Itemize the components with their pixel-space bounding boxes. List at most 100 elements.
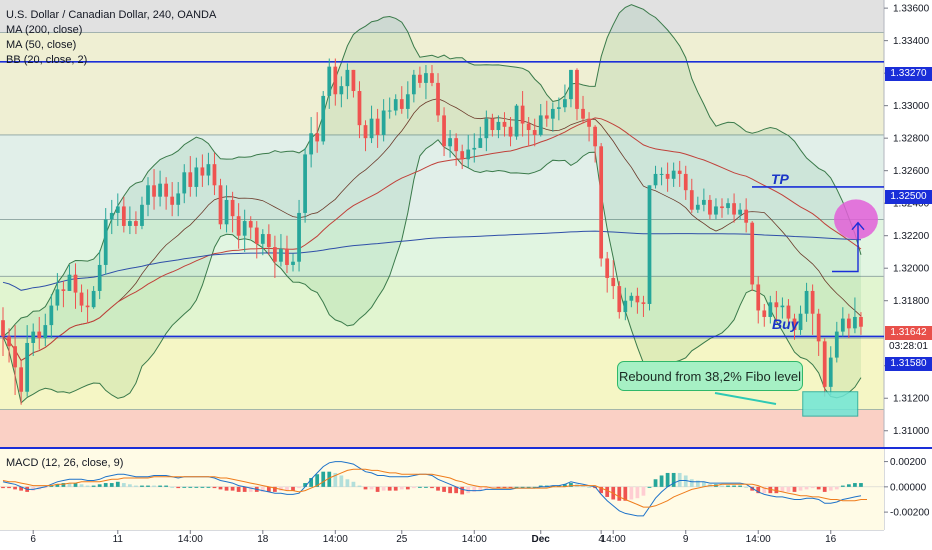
candle-body [25,342,30,392]
candle-body [19,367,23,392]
candle-body [351,69,356,92]
macd-line [2,461,862,517]
candle-body [55,289,60,306]
macd-histogram-bar [85,485,90,487]
candle-body [581,108,585,119]
macd-histogram-bar [279,486,283,491]
macd-histogram-bar [242,486,247,492]
macd-histogram-bar [756,486,761,494]
macd-histogram-bar [822,486,827,492]
macd-histogram-bar [399,486,404,490]
candle-body [466,149,471,160]
candle-body [303,154,307,213]
candle-body [230,199,235,217]
candle-body [641,302,646,304]
candle-body [291,261,295,265]
candle-body [701,199,706,205]
macd-histogram-bar [774,486,779,494]
fibo-callout: Rebound from 38,2% Fibo level [617,361,803,391]
macd-histogram-bar [810,486,815,489]
candle-body [333,66,338,95]
fib-zone [0,0,884,33]
macd-histogram-bar [351,481,356,487]
buy-label: Buy [772,316,799,332]
fib-zone [0,409,884,447]
macd-histogram-bar [91,485,96,487]
x-tick-label: 14:00 [322,534,348,545]
candle-body [345,69,350,87]
macd-histogram-bar [194,486,199,488]
macd-histogram-bar [629,486,634,500]
candle-body [375,118,380,135]
candle-body [454,138,459,152]
macd-histogram-bar [544,485,549,487]
candle-body [611,277,616,287]
candle-body [472,147,477,150]
macd-histogram-bar [424,486,428,488]
macd-histogram-bar [146,485,150,487]
macd-histogram-bar [13,486,17,490]
macd-histogram-bar [665,472,670,487]
candle-body [91,290,96,308]
macd-histogram-bar [206,486,211,488]
candle-body [635,295,640,303]
macd-histogram-bar [436,486,440,491]
y-tick-label: 1.31000 [893,426,930,437]
candle-body [514,105,519,137]
macd-histogram-bar [176,486,181,489]
macd-y-tick-label: 0.00000 [890,482,927,493]
macd-histogram-bar [381,486,386,491]
macd-histogram-bar [297,486,301,489]
macd-histogram-bar [224,486,229,491]
macd-histogram-bar [418,486,422,488]
macd-histogram-bar [357,485,362,487]
macd-histogram-bar [599,486,604,494]
x-tick-label: 6 [30,534,36,545]
macd-histogram-bar [61,483,66,487]
macd-histogram-bar [170,486,175,488]
candle-body [526,123,531,131]
macd-histogram-bar [659,475,664,487]
candle-body [1,320,5,337]
candle-body [103,219,108,265]
candle-body [750,222,755,285]
macd-histogram-bar [701,481,706,487]
target-circle [834,199,878,240]
candle-body [31,331,36,343]
candle-body [792,318,797,330]
macd-histogram-bar [309,478,314,487]
macd-histogram-bar [563,484,567,487]
macd-histogram-bar [587,486,591,488]
macd-histogram-bar [804,486,809,490]
candle-body [164,183,169,197]
candle-body [647,185,652,304]
candle-body [828,357,833,387]
macd-histogram-bar [442,486,446,492]
candle-body [544,115,549,119]
signal-line [2,468,867,508]
candle-body [254,227,259,244]
candle-body [37,331,42,339]
macd-histogram-bar [248,486,253,492]
candle-body [689,190,694,210]
macd-histogram-bar [828,486,833,491]
candle-body [200,167,205,176]
candle-body [248,221,253,228]
candle-body [67,274,72,291]
candle-body [418,74,422,83]
candle-body [363,125,368,139]
candle-body [339,86,344,95]
candle-body [442,115,446,147]
candle-body [617,286,622,313]
candle-body [599,146,604,259]
candle-body [732,203,736,215]
macd-histogram-bar [556,485,561,487]
macd-histogram-bar [744,486,749,488]
macd-histogram-bar [647,486,652,488]
y-tick-label: 1.32600 [893,166,930,177]
candle-body [218,185,223,225]
candle-body [176,193,181,205]
macd-histogram-bar [291,486,295,491]
